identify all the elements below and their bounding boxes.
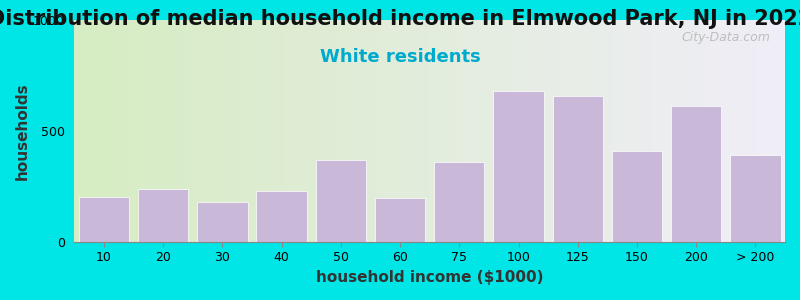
Bar	[553, 97, 603, 242]
X-axis label: household income ($1000): household income ($1000)	[316, 270, 543, 285]
Bar	[612, 151, 662, 242]
Text: City-Data.com: City-Data.com	[682, 31, 770, 44]
Y-axis label: households: households	[15, 82, 30, 180]
Bar	[198, 202, 247, 242]
Bar	[316, 160, 366, 242]
Bar	[494, 91, 544, 242]
Bar	[79, 197, 129, 242]
Bar	[138, 188, 188, 242]
Text: Distribution of median household income in Elmwood Park, NJ in 2022: Distribution of median household income …	[0, 9, 800, 29]
Bar	[434, 162, 485, 242]
Bar	[257, 191, 307, 242]
Bar	[671, 106, 722, 242]
Text: White residents: White residents	[320, 48, 480, 66]
Bar	[375, 199, 426, 242]
Bar	[730, 155, 781, 242]
